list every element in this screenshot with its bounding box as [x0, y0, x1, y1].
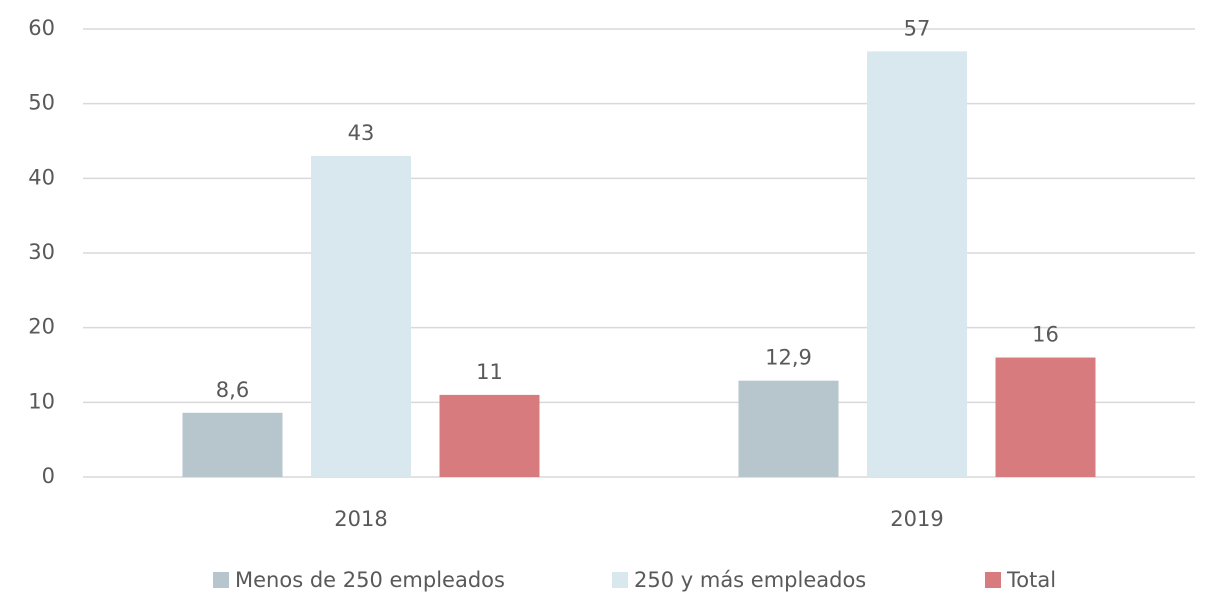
y-tick-label: 20 — [28, 315, 55, 339]
data-label: 12,9 — [765, 346, 812, 370]
data-label: 8,6 — [216, 378, 249, 402]
data-label: 16 — [1032, 323, 1059, 347]
legend-swatch — [985, 572, 1001, 588]
legend-swatch — [612, 572, 628, 588]
data-label: 57 — [904, 16, 931, 40]
data-label: 11 — [476, 360, 503, 384]
data-label: 43 — [348, 121, 375, 145]
legend-label: 250 y más empleados — [634, 568, 866, 592]
y-tick-label: 50 — [28, 91, 55, 115]
legend-label: Menos de 250 empleados — [235, 568, 505, 592]
x-tick-label: 2018 — [334, 507, 387, 531]
bar — [311, 155, 411, 477]
bar — [738, 380, 839, 477]
legend-swatch — [213, 572, 229, 588]
y-tick-label: 60 — [28, 16, 55, 40]
y-tick-label: 0 — [42, 464, 55, 488]
y-tick-label: 40 — [28, 165, 55, 189]
bar — [995, 357, 1096, 477]
bar — [439, 394, 540, 477]
legend-label: Total — [1006, 568, 1056, 592]
bar — [867, 51, 967, 478]
y-tick-label: 10 — [28, 389, 55, 413]
x-tick-label: 2019 — [890, 507, 943, 531]
y-tick-label: 30 — [28, 240, 55, 264]
bar — [182, 412, 283, 477]
